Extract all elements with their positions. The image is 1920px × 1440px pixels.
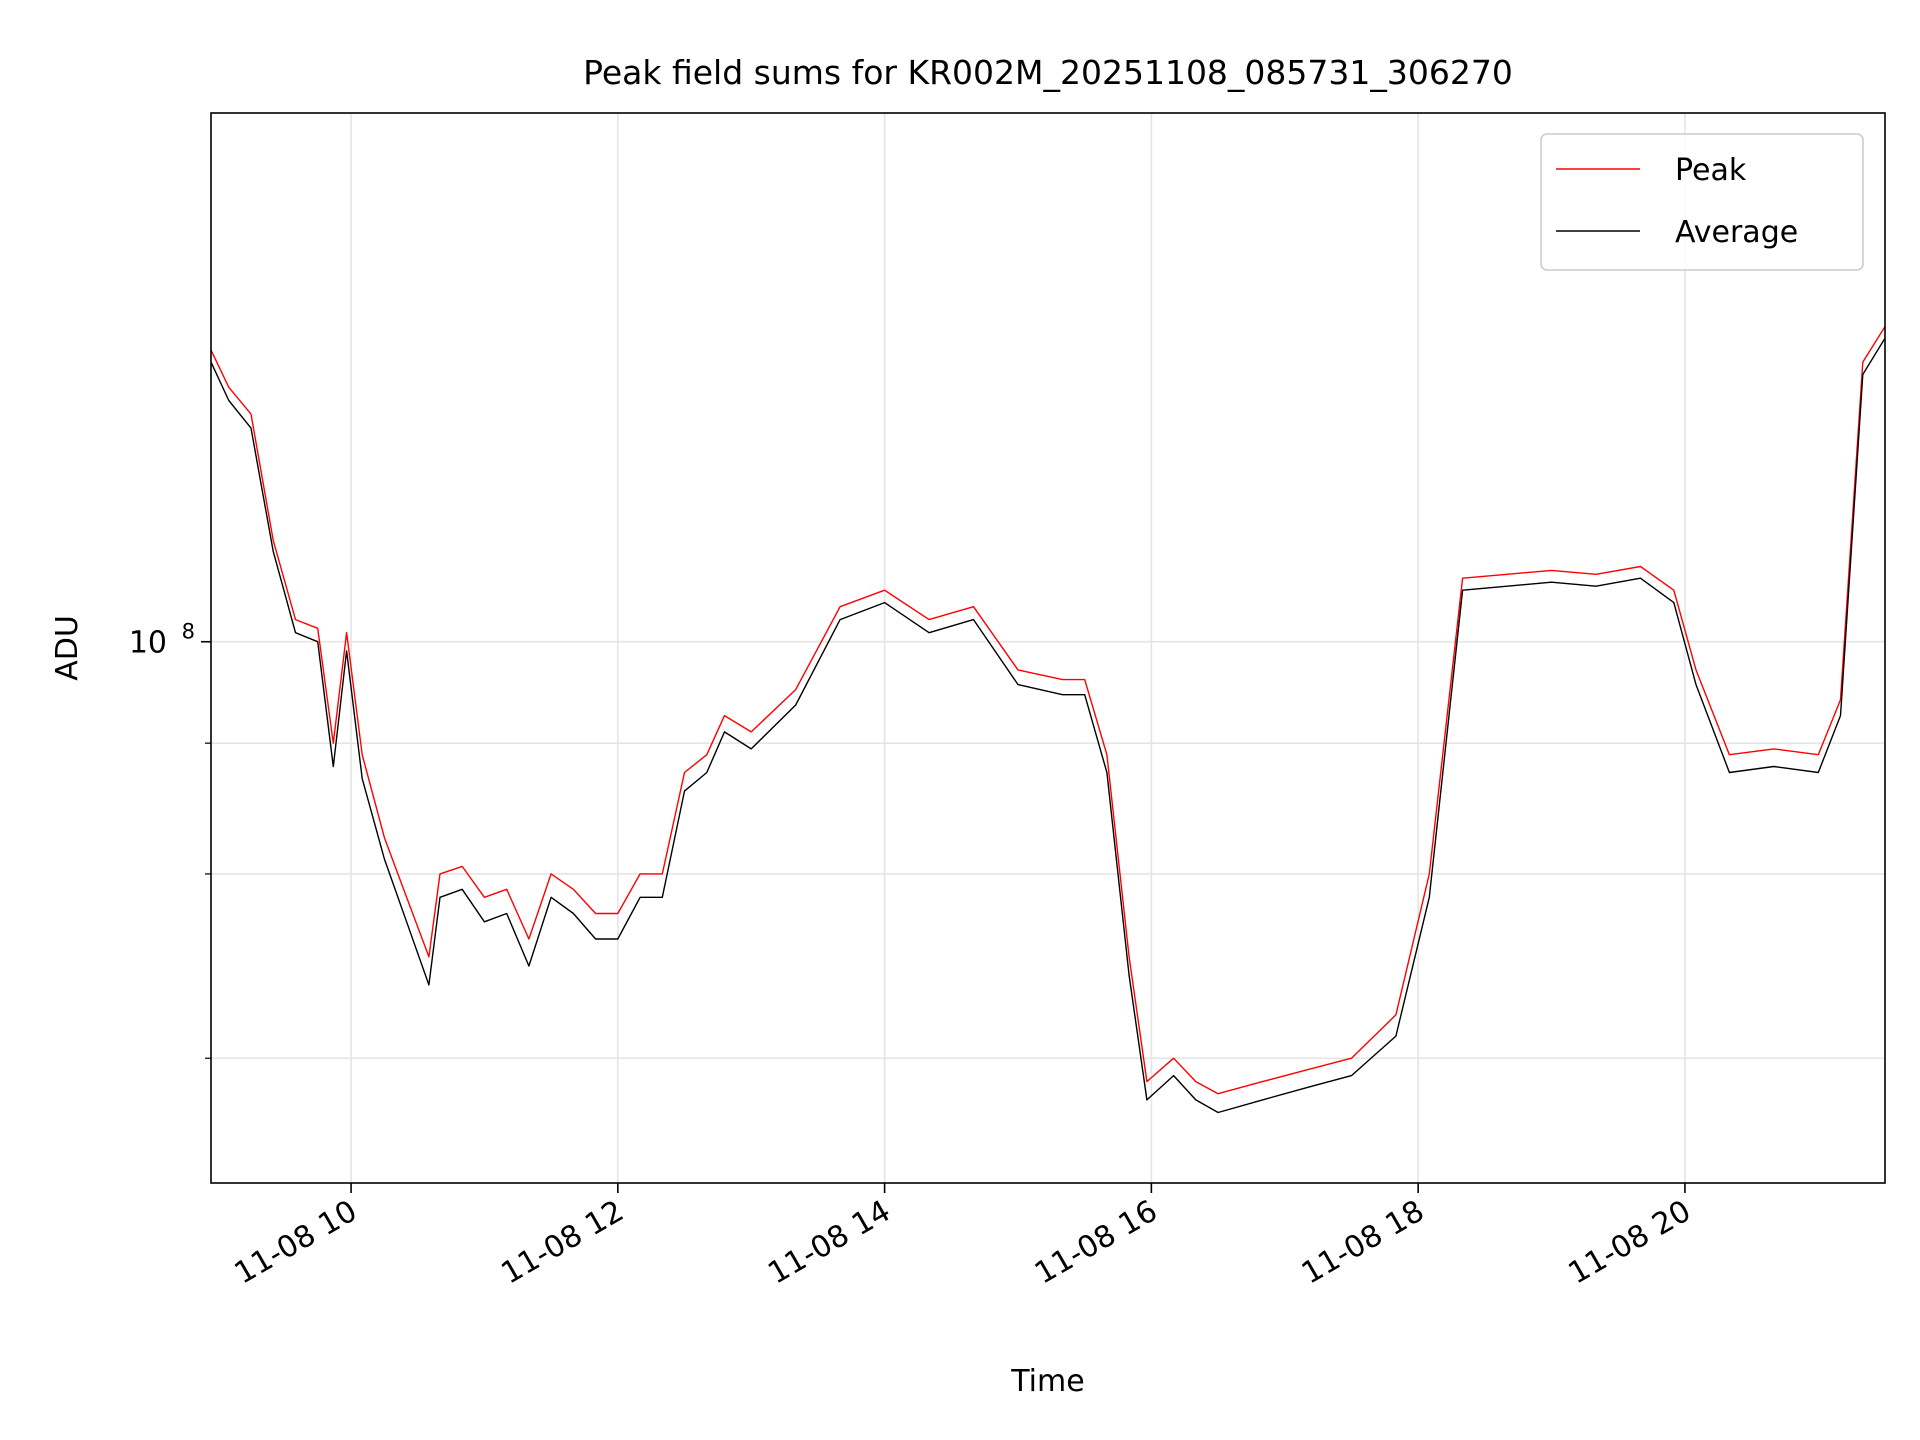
legend: Peak Average bbox=[1540, 133, 1864, 271]
legend-label-average: Average bbox=[1675, 215, 1798, 250]
x-axis-label: Time bbox=[1010, 1364, 1084, 1399]
legend-label-peak: Peak bbox=[1675, 153, 1747, 188]
y-tick-exponent: 8 bbox=[182, 620, 195, 644]
y-axis-ticks: 10 8 bbox=[129, 620, 211, 1059]
grid bbox=[211, 113, 1885, 1183]
y-tick-label: 10 bbox=[129, 626, 167, 661]
legend-box bbox=[1540, 133, 1864, 271]
series-line-average bbox=[211, 337, 1885, 1114]
plot-frame bbox=[210, 112, 1886, 1184]
plot-series bbox=[211, 326, 1885, 1114]
y-axis-label: ADU bbox=[50, 615, 85, 681]
chart-title: Peak field sums for KR002M_20251108_0857… bbox=[583, 53, 1513, 92]
series-line-peak bbox=[211, 326, 1885, 1095]
